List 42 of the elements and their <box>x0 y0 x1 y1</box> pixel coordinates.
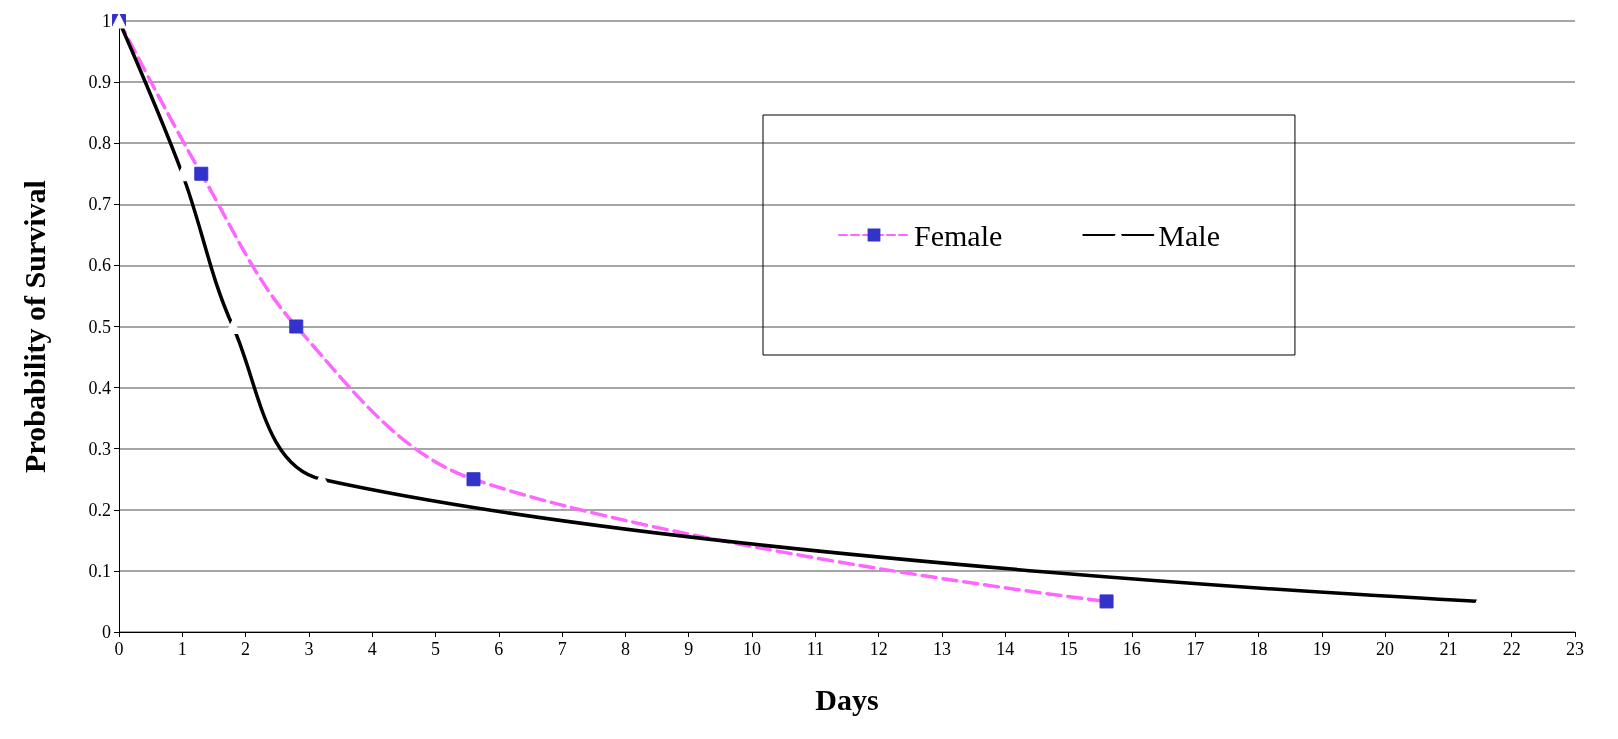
x-tick-label: 2 <box>241 639 251 659</box>
y-tick-label: 0.4 <box>88 377 111 398</box>
x-tick-label: 18 <box>1249 639 1268 659</box>
x-tick-label: 10 <box>743 639 762 659</box>
x-tick-label: 3 <box>304 639 314 659</box>
point <box>194 166 209 181</box>
point <box>289 319 304 334</box>
y-tick-label: 1 <box>102 11 111 31</box>
y-tick-label: 0.9 <box>88 72 111 93</box>
y-tick-label: 0.1 <box>88 560 111 581</box>
x-tick-label: 20 <box>1376 639 1395 659</box>
x-tick-label: 7 <box>557 639 567 659</box>
y-tick-label: 0.3 <box>88 438 111 459</box>
y-tick-label: 0.8 <box>88 133 111 154</box>
y-tick-label: 0.7 <box>88 194 111 215</box>
x-tick-label: 9 <box>684 639 694 659</box>
x-tick-label: 13 <box>932 639 951 659</box>
x-axis-title: Days <box>815 682 879 716</box>
x-tick-label: 19 <box>1312 639 1331 659</box>
legend-label: Male <box>1158 218 1220 252</box>
x-tick-label: 12 <box>869 639 888 659</box>
point <box>466 472 481 487</box>
x-tick-label: 1 <box>177 639 187 659</box>
x-tick-label: 6 <box>494 639 504 659</box>
x-tick-label: 8 <box>620 639 630 659</box>
x-tick-label: 22 <box>1502 639 1521 659</box>
x-tick-label: 16 <box>1122 639 1141 659</box>
y-tick-label: 0.5 <box>88 316 111 337</box>
x-tick-label: 11 <box>806 639 825 659</box>
y-tick-label: 0 <box>102 622 111 642</box>
x-tick-label: 5 <box>431 639 441 659</box>
point <box>1099 594 1114 609</box>
y-axis-title: Probability of Survival <box>17 180 51 473</box>
y-tick-label: 0.2 <box>88 499 111 520</box>
y-tick-label: 0.6 <box>88 255 111 276</box>
x-tick-label: 15 <box>1059 639 1078 659</box>
x-tick-label: 17 <box>1186 639 1205 659</box>
x-tick-label: 4 <box>367 639 377 659</box>
x-tick-label: 23 <box>1566 639 1584 659</box>
x-tick-label: 14 <box>996 639 1015 659</box>
x-tick-label: 21 <box>1439 639 1458 659</box>
legend-label: Female <box>914 218 1003 252</box>
